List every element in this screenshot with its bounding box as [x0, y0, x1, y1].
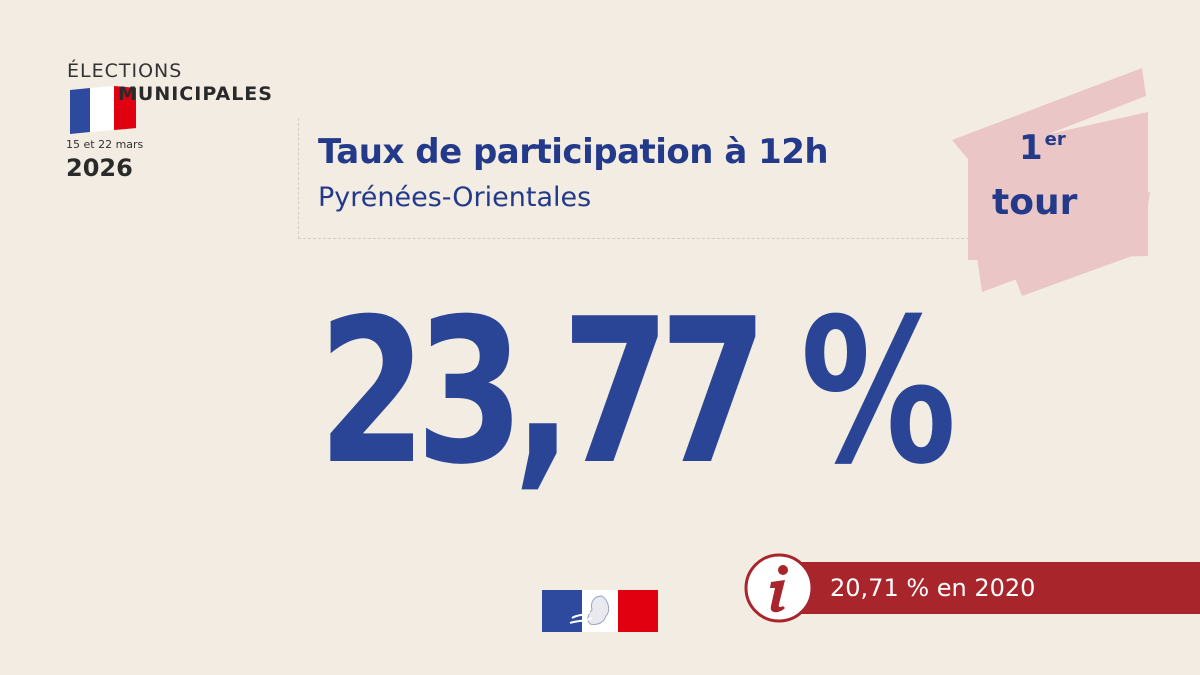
page-title: Taux de participation à 12h [318, 132, 829, 172]
comparison-text: 20,71 % en 2020 [830, 574, 1036, 602]
marianne-logo-icon [542, 590, 658, 632]
logo-year: 2026 [66, 154, 133, 182]
logo-line-municipales: MUNICIPALES [118, 83, 273, 105]
title-frame [298, 118, 999, 239]
round-badge-suffix: er [1044, 128, 1066, 150]
participation-rate-value: 23,77 % [318, 276, 957, 509]
round-badge-background [952, 68, 1150, 296]
info-icon [744, 553, 814, 623]
french-flag-icon [70, 86, 136, 134]
page-subtitle: Pyrénées-Orientales [318, 182, 592, 213]
round-badge-number: 1 er [1019, 128, 1066, 168]
round-badge-word: tour [992, 182, 1078, 223]
logo-dates: 15 et 22 mars [66, 138, 144, 151]
election-logo: ÉLECTIONS MUNICIPALES 15 et 22 mars 2026 [64, 58, 294, 198]
logo-line-elections: ÉLECTIONS [67, 60, 183, 82]
comparison-bar [760, 562, 1200, 614]
